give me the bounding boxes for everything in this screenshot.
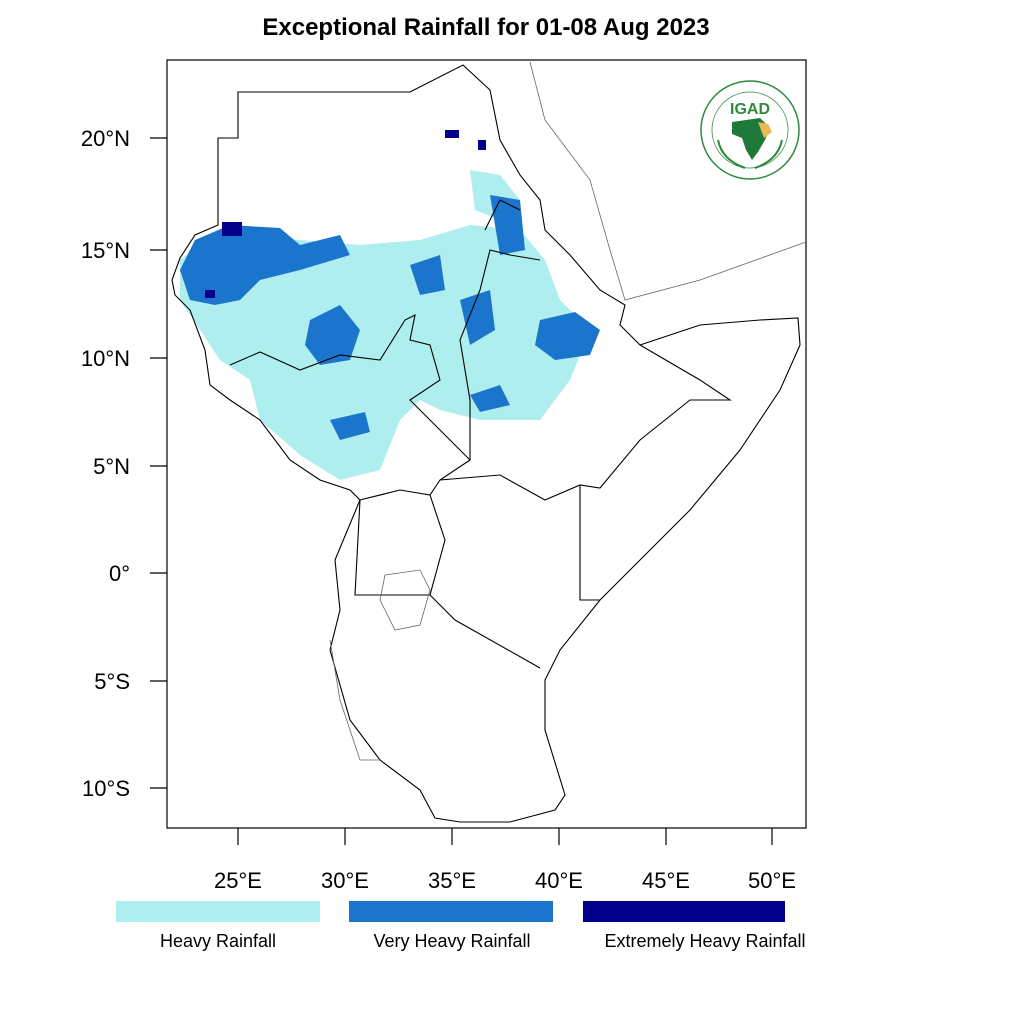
lat-tick-label: 5°N bbox=[93, 454, 130, 479]
lat-tick-marks bbox=[150, 137, 167, 789]
lon-tick-label: 35°E bbox=[428, 868, 476, 893]
neighbouring-coastlines bbox=[329, 61, 807, 761]
legend-label-very-heavy: Very Heavy Rainfall bbox=[373, 931, 531, 951]
lat-tick-label: 0° bbox=[109, 561, 130, 586]
lon-tick-marks bbox=[237, 828, 773, 845]
lon-tick-label: 30°E bbox=[321, 868, 369, 893]
map-title: Exceptional Rainfall for 01-08 Aug 2023 bbox=[262, 14, 710, 41]
lat-tick-label: 20°N bbox=[81, 126, 130, 151]
legend-swatch-heavy bbox=[116, 901, 320, 922]
igad-logo: IGAD bbox=[700, 80, 800, 180]
lat-tick-label: 10°N bbox=[81, 346, 130, 371]
lon-tick-label: 40°E bbox=[535, 868, 583, 893]
legend-label-heavy: Heavy Rainfall bbox=[159, 931, 277, 951]
very-heavy-rainfall-areas bbox=[180, 195, 600, 440]
legend-label-extremely-heavy: Extremely Heavy Rainfall bbox=[604, 931, 806, 951]
legend-swatch-extremely-heavy bbox=[583, 901, 785, 922]
lat-tick-label: 10°S bbox=[82, 776, 130, 801]
lat-tick-label: 5°S bbox=[94, 669, 130, 694]
lon-tick-label: 45°E bbox=[642, 868, 690, 893]
legend-swatch-very-heavy bbox=[349, 901, 553, 922]
lon-tick-label: 50°E bbox=[748, 868, 796, 893]
logo-text: IGAD bbox=[730, 101, 770, 118]
lon-tick-label: 25°E bbox=[214, 868, 262, 893]
extremely-heavy-rainfall-areas bbox=[205, 130, 486, 298]
country-boundaries bbox=[171, 64, 801, 823]
lat-tick-label: 15°N bbox=[81, 238, 130, 263]
